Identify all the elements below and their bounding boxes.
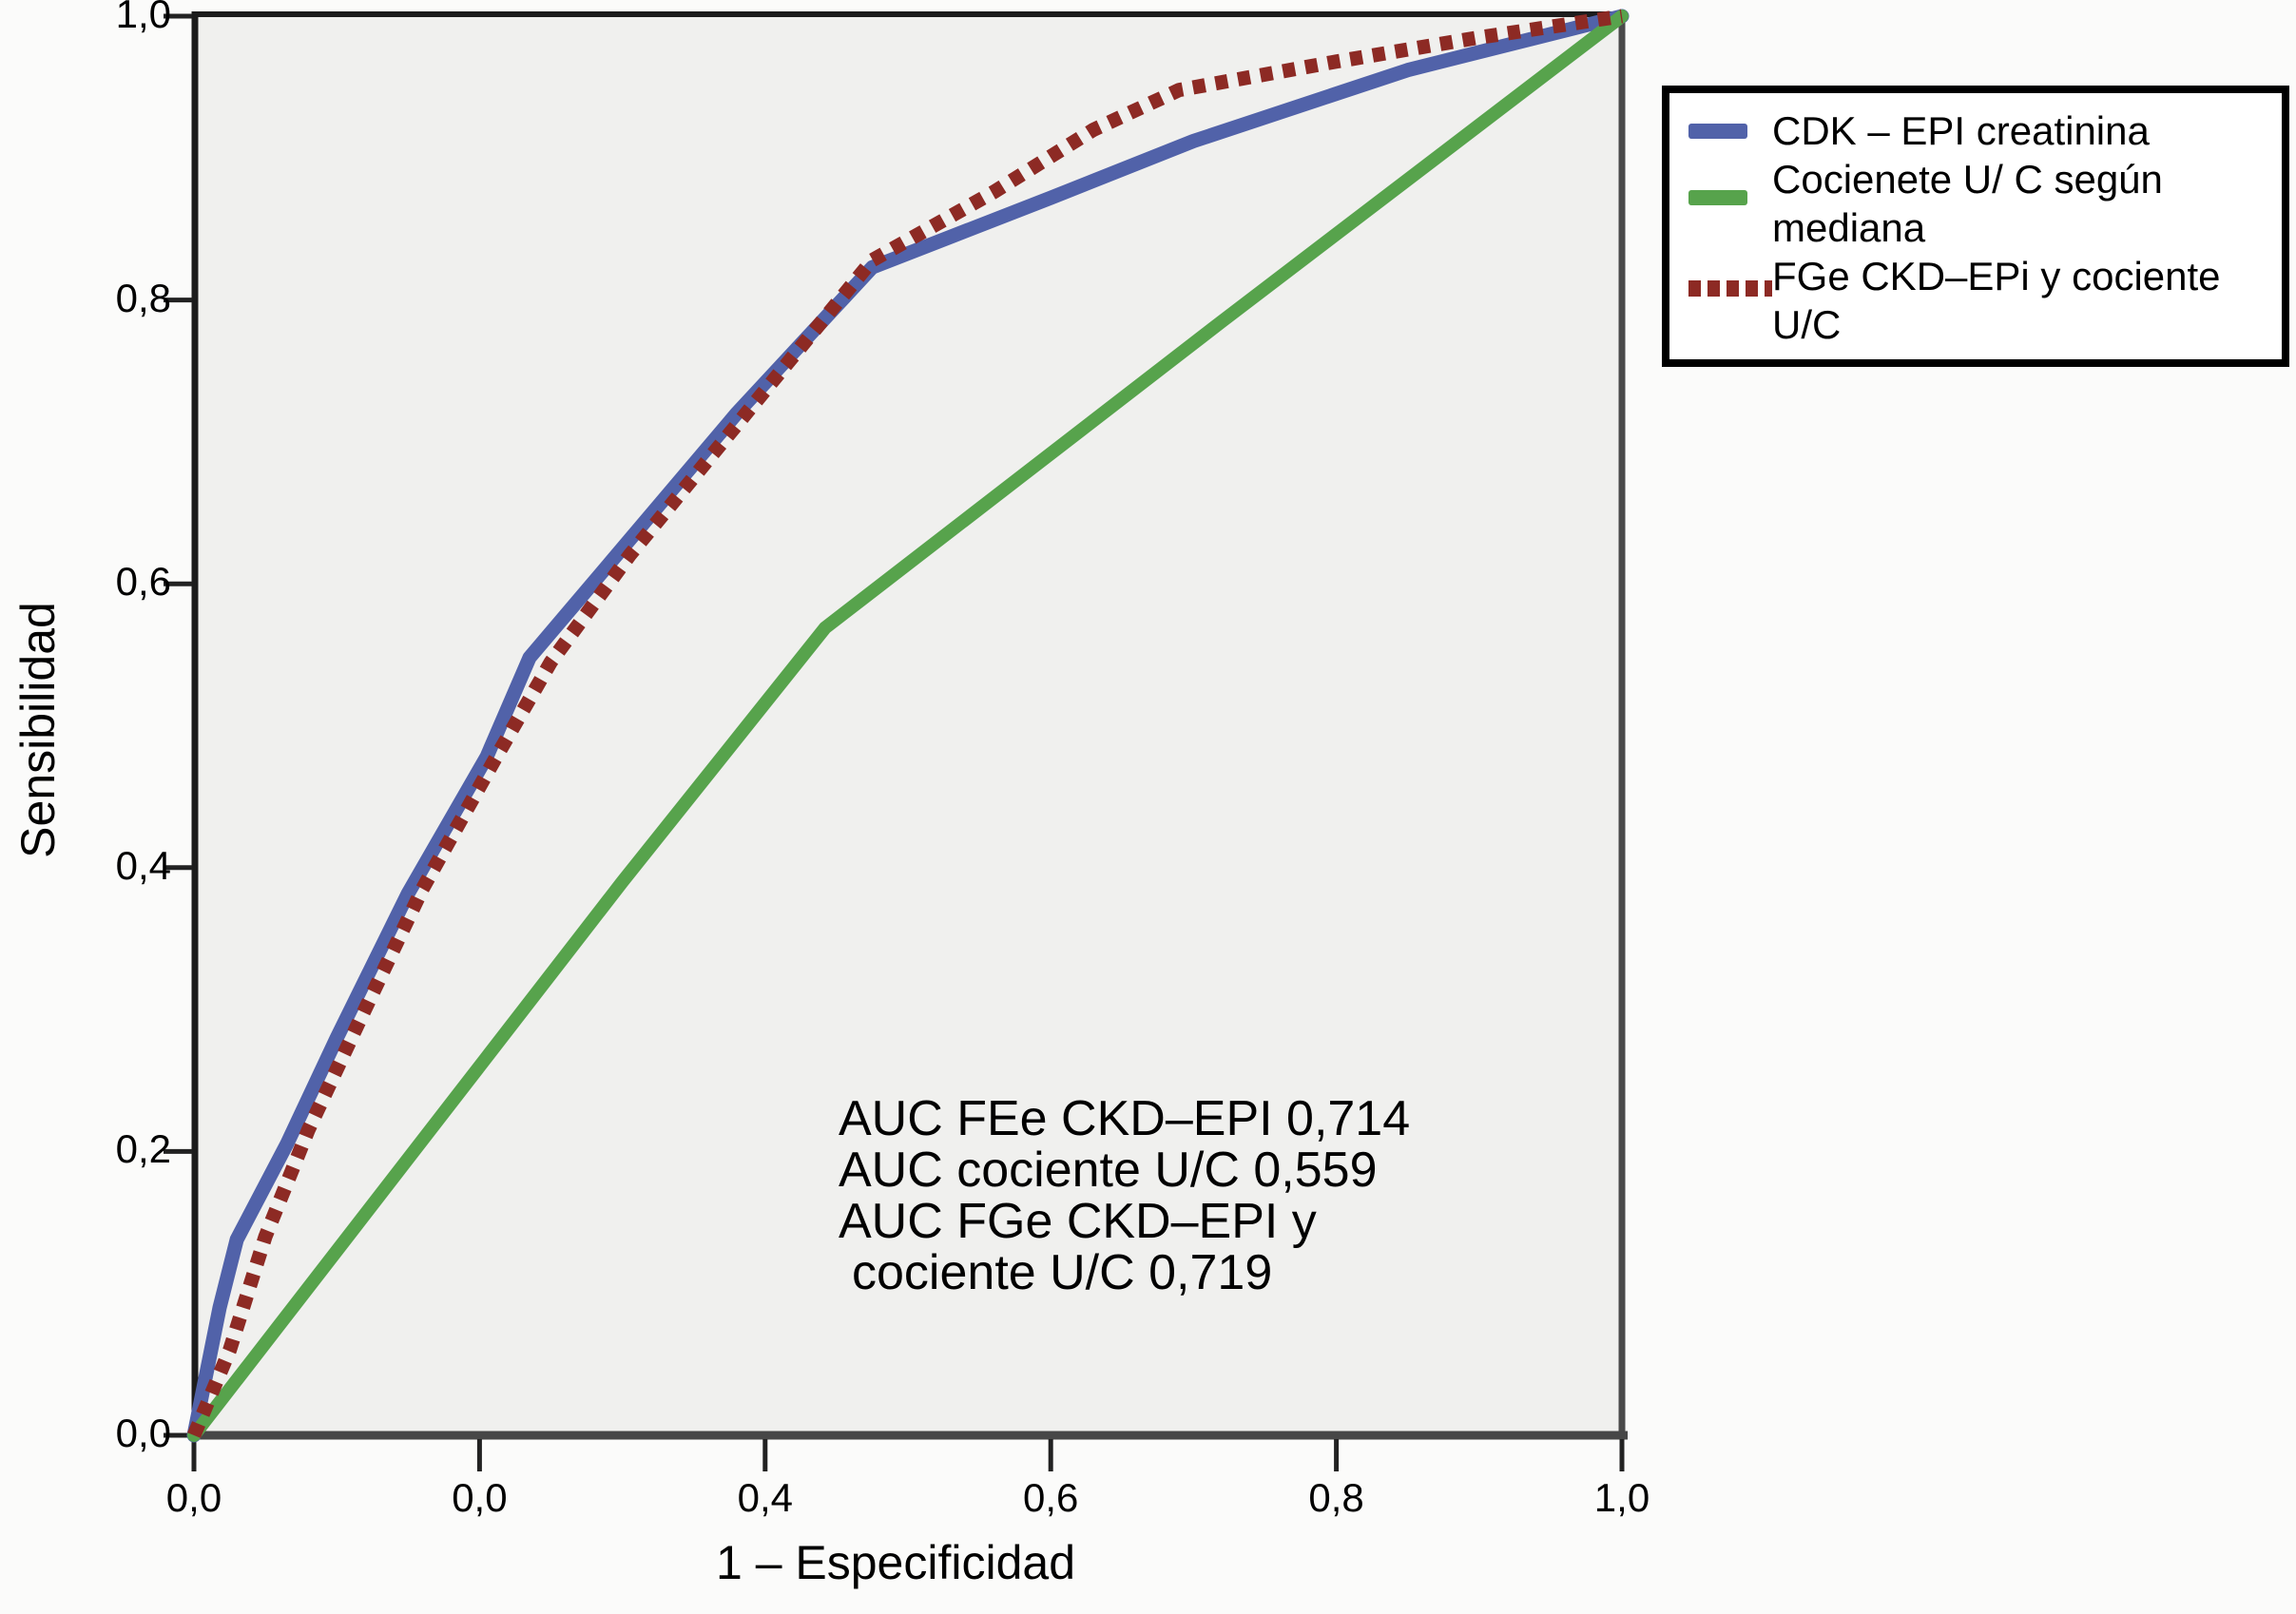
auc-line: AUC FEe CKD–EPI 0,714 [839,1091,1411,1146]
roc-curve-1 [186,9,1630,1443]
x-tick-label: 0,6 [1022,1475,1079,1520]
legend-swatch-col [1688,106,1772,139]
x-axis-title: 1 – Especificidad [715,1536,1076,1589]
y-axis-title: Sensibilidad [11,602,65,858]
roc-curve-3 [187,9,1624,1438]
y-tick-label: 0,0 [115,1411,171,1456]
x-tick-label: 0,0 [452,1475,508,1520]
y-tick-label: 0,2 [115,1126,171,1172]
legend-label: CDK – EPI creatinina [1772,108,2150,153]
auc-annotation: AUC FEe CKD–EPI 0,714 AUC cociente U/C 0… [839,1093,1410,1298]
legend-item: CDK – EPI creatinina [1688,106,2274,155]
x-tick-label: 0,8 [1308,1475,1364,1520]
legend-swatch-solid-green [1688,190,1747,205]
roc-curve-2 [187,10,1629,1442]
legend-swatch-dashed-red [1688,280,1772,297]
y-tick-label: 0,8 [115,275,171,320]
legend-swatch-col [1688,252,1772,297]
auc-line: AUC FGe CKD–EPI y [839,1194,1317,1249]
legend-item: FGe CKD–EPi y cociente U/C [1688,252,2274,349]
x-tick-label: 0,4 [737,1475,793,1520]
legend-item: Cocienete U/ C según mediana [1688,155,2274,252]
legend-label: FGe CKD–EPi y cociente U/C [1772,254,2221,347]
legend: CDK – EPI creatinina Cocienete U/ C segú… [1662,86,2289,367]
y-tick-label: 0,4 [115,842,171,888]
x-tick-label: 1,0 [1593,1475,1650,1520]
legend-label: Cocienete U/ C según mediana [1772,157,2163,250]
roc-curves [186,9,1630,1443]
auc-line: cociente U/C 0,719 [852,1245,1273,1300]
y-tick-label: 0,6 [115,559,171,605]
legend-swatch-col [1688,155,1772,205]
auc-line: AUC cociente U/C 0,559 [839,1143,1378,1198]
x-tick-label: 0,0 [165,1475,222,1520]
y-tick-label: 1,0 [115,0,171,37]
legend-swatch-solid-blue [1688,124,1747,139]
